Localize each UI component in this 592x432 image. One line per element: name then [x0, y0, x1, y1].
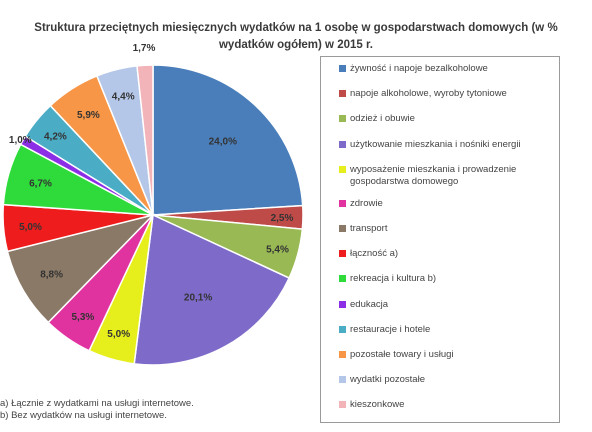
footnotes: a) Łącznie z wydatkami na usługi interne…	[0, 398, 194, 422]
pie-data-label: 5,0%	[107, 329, 130, 340]
legend-item: edukacja	[339, 299, 540, 311]
legend-swatch	[339, 199, 346, 207]
pie-slice	[133, 213, 291, 366]
legend-swatch	[339, 300, 346, 308]
legend-label: pozostałe towary i usługi	[350, 349, 454, 360]
legend-swatch	[339, 165, 346, 173]
pie-data-labels: 24,0% 2,5% 5,4% 20,1% 5,0% 5,3% 8,8% 5,0% 6,7% 1,…	[9, 43, 294, 340]
legend-item: napoje alkoholowe, wyroby tytoniowe	[339, 88, 540, 100]
legend-item: żywność i napoje bezalkoholowe	[339, 63, 540, 75]
pie-slice	[152, 64, 304, 216]
legend-item: użytkowanie mieszkania i nośniki energii	[339, 139, 540, 151]
legend-item: wydatki pozostałe	[339, 374, 540, 386]
legend-label: napoje alkoholowe, wyroby tytoniowe	[350, 88, 507, 100]
pie-data-label: 8,8%	[40, 269, 63, 280]
legend-swatch	[339, 376, 346, 384]
legend-label: wyposażenie mieszkania i prowadzenie gos…	[350, 163, 517, 187]
chart-title: Struktura przeciętnych miesięcznych wyda…	[0, 20, 592, 54]
legend-swatch	[339, 90, 346, 98]
pie-data-label: 5,3%	[72, 312, 95, 323]
legend-item: rekreacja i kultura b)	[339, 273, 540, 285]
pie-slices	[2, 64, 304, 366]
legend-swatch	[339, 351, 346, 358]
footnote-a: a) Łącznie z wydatkami na usługi interne…	[0, 398, 194, 409]
legend-item: restauracje i hotele	[339, 324, 540, 336]
pie-data-label: 1,7%	[133, 43, 156, 54]
legend-item: zdrowie	[339, 198, 540, 210]
legend-swatch	[339, 325, 346, 333]
legend-item: transport	[339, 223, 540, 235]
legend-label: zdrowie	[350, 197, 383, 209]
legend-label: żywność i napoje bezalkoholowe	[350, 63, 488, 74]
chart-title-line-2: wydatków ogółem) w 2015 r.	[218, 39, 374, 51]
legend-label: edukacja	[350, 298, 389, 310]
pie-data-label: 6,7%	[29, 179, 52, 190]
legend-swatch	[339, 65, 346, 72]
pie-slice	[136, 64, 154, 216]
legend-item: łączność a)	[339, 248, 540, 260]
pie-data-label: 5,4%	[266, 245, 289, 256]
legend-swatch	[339, 140, 346, 148]
pie-data-label: 1,0%	[9, 135, 32, 146]
footnote-b: b) Bez wydatków na usługi internetowe.	[0, 410, 167, 421]
legend-swatch	[339, 250, 346, 258]
legend-item: kieszonkowe	[339, 399, 540, 411]
pie-data-label: 2,5%	[271, 213, 294, 224]
legend-label: rekreacja i kultura b)	[350, 273, 437, 285]
legend-label: odzież i obuwie	[350, 113, 415, 125]
legend-item: wyposażenie mieszkania i prowadzenie gos…	[339, 164, 540, 188]
pie-data-label: 20,1%	[184, 292, 212, 303]
pie-data-label: 24,0%	[209, 137, 237, 148]
pie-data-label: 4,2%	[44, 131, 67, 142]
legend-label: kieszonkowe	[350, 399, 405, 411]
pie-slice	[6, 213, 156, 324]
legend-item: odzież i obuwie	[339, 113, 540, 125]
legend-label: użytkowanie mieszkania i nośniki energii	[350, 138, 521, 150]
chart-title-line-1: Struktura przeciętnych miesięcznych wyda…	[34, 22, 558, 34]
pie-data-label: 5,0%	[19, 222, 42, 233]
pie-data-label: 5,9%	[77, 110, 100, 121]
pie-data-label: 4,4%	[112, 92, 135, 103]
legend-label: łączność a)	[350, 248, 399, 260]
legend-item: pozostałe towary i usługi	[339, 349, 540, 361]
legend-swatch	[339, 401, 346, 409]
legend-label: transport	[350, 223, 388, 234]
legend-swatch	[339, 115, 346, 123]
legend-label: wydatki pozostałe	[350, 374, 425, 386]
legend-label: restauracje i hotele	[350, 323, 431, 335]
legend-swatch	[339, 225, 346, 232]
chart-legend: żywność i napoje bezalkoholowe napoje alk…	[320, 56, 560, 423]
legend-swatch	[339, 275, 346, 283]
